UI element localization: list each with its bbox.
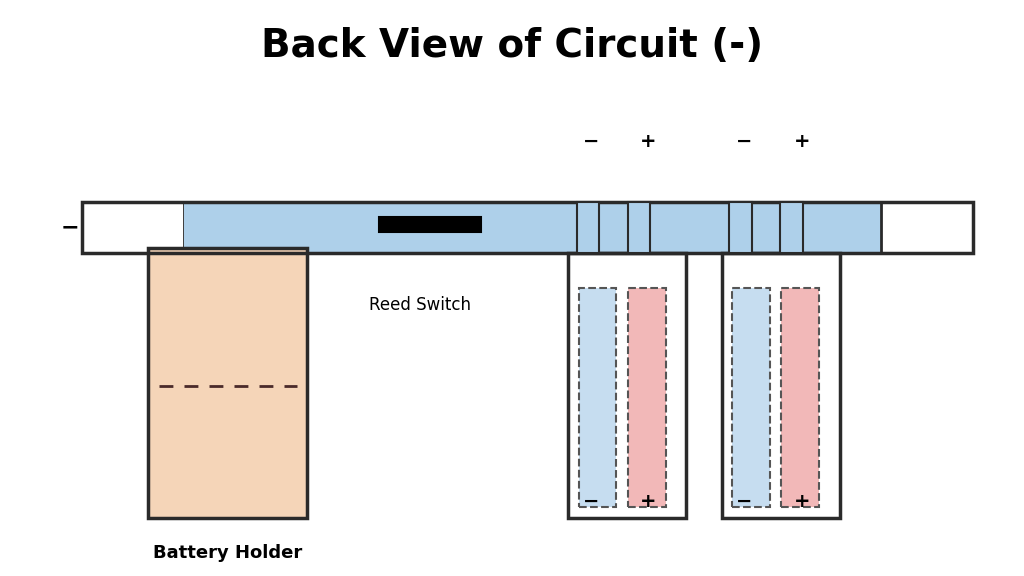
Text: −: − bbox=[583, 492, 599, 510]
FancyBboxPatch shape bbox=[732, 288, 770, 507]
Text: +: + bbox=[640, 132, 656, 150]
Text: −: − bbox=[583, 132, 599, 150]
Text: Reed Switch: Reed Switch bbox=[369, 296, 471, 314]
FancyBboxPatch shape bbox=[628, 202, 650, 253]
FancyBboxPatch shape bbox=[722, 253, 840, 518]
FancyBboxPatch shape bbox=[184, 202, 881, 253]
Text: −: − bbox=[60, 218, 79, 237]
FancyBboxPatch shape bbox=[568, 253, 686, 518]
FancyBboxPatch shape bbox=[628, 288, 666, 507]
FancyBboxPatch shape bbox=[781, 288, 819, 507]
FancyBboxPatch shape bbox=[577, 202, 599, 253]
Text: Back View of Circuit (-): Back View of Circuit (-) bbox=[261, 27, 763, 65]
FancyBboxPatch shape bbox=[579, 288, 616, 507]
FancyBboxPatch shape bbox=[379, 217, 481, 232]
FancyBboxPatch shape bbox=[881, 202, 973, 253]
Text: +: + bbox=[794, 492, 810, 510]
Text: +: + bbox=[640, 492, 656, 510]
Text: −: − bbox=[736, 492, 753, 510]
FancyBboxPatch shape bbox=[148, 248, 307, 518]
FancyBboxPatch shape bbox=[729, 202, 752, 253]
Text: +: + bbox=[794, 132, 810, 150]
FancyBboxPatch shape bbox=[780, 202, 803, 253]
Text: −: − bbox=[736, 132, 753, 150]
FancyBboxPatch shape bbox=[82, 202, 184, 253]
Text: Battery Holder: Battery Holder bbox=[154, 544, 302, 562]
